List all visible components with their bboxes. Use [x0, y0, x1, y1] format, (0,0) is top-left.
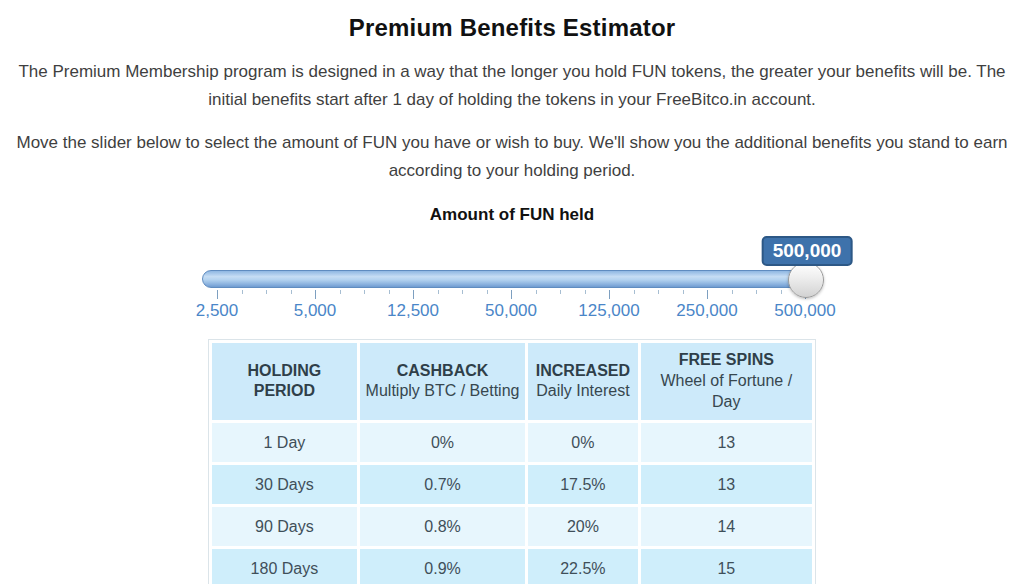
slider-minor-tick: [340, 290, 341, 294]
slider-minor-tick: [266, 290, 267, 294]
slider-major-tick: [315, 290, 316, 299]
table-cell: 0.8%: [360, 507, 525, 546]
column-subtitle: Wheel of Fortune / Day: [645, 371, 808, 413]
slider-tick-labels: 2,5005,00012,50050,000125,000250,000500,…: [202, 301, 822, 323]
table-cell: 30 Days: [212, 465, 357, 504]
slider-tick-label: 50,000: [485, 301, 537, 321]
slider-minor-tick: [242, 290, 243, 294]
slider-major-tick: [707, 290, 708, 299]
slider-track[interactable]: [202, 270, 822, 288]
column-title: CASHBACK: [397, 362, 489, 379]
slider-major-tick: [511, 290, 512, 299]
column-title: FREE SPINS: [679, 351, 774, 368]
slider-minor-tick: [658, 290, 659, 294]
intro-paragraph: The Premium Membership program is design…: [3, 58, 1021, 114]
slider-minor-tick: [389, 290, 390, 294]
fun-amount-slider: 500,000 2,5005,00012,50050,000125,000250…: [202, 233, 822, 329]
slider-handle[interactable]: [788, 262, 824, 298]
table-cell: 13: [641, 465, 812, 504]
slider-major-tick: [609, 290, 610, 299]
slider-tick-label: 2,500: [196, 301, 239, 321]
slider-tick-label: 250,000: [676, 301, 737, 321]
table-cell: 14: [641, 507, 812, 546]
slider-heading: Amount of FUN held: [0, 205, 1024, 225]
table-cell: 15: [641, 549, 812, 584]
table-row: 90 Days0.8%20%14: [212, 507, 812, 546]
slider-minor-tick: [487, 290, 488, 294]
slider-minor-tick: [364, 290, 365, 294]
slider-minor-tick: [536, 290, 537, 294]
table-cell: 180 Days: [212, 549, 357, 584]
slider-minor-tick: [291, 290, 292, 294]
slider-minor-tick: [462, 290, 463, 294]
slider-tick-label: 12,500: [387, 301, 439, 321]
slider-minor-tick: [732, 290, 733, 294]
slider-tick-label: 500,000: [774, 301, 835, 321]
slider-major-tick: [413, 290, 414, 299]
slider-minor-tick: [585, 290, 586, 294]
table-cell: 0%: [360, 423, 525, 462]
column-subtitle: Multiply BTC / Betting: [364, 381, 521, 402]
table-header-row: HOLDING PERIOD CASHBACK Multiply BTC / Be…: [212, 343, 812, 419]
table-cell: 22.5%: [528, 549, 637, 584]
benefits-table-body: 1 Day0%0%1330 Days0.7%17.5%1390 Days0.8%…: [212, 423, 812, 584]
slider-minor-tick: [781, 290, 782, 294]
table-cell: 0.9%: [360, 549, 525, 584]
table-cell: 20%: [528, 507, 637, 546]
column-title: INCREASED: [536, 362, 630, 379]
instruction-paragraph: Move the slider below to select the amou…: [3, 129, 1021, 185]
slider-minor-tick: [634, 290, 635, 294]
slider-minor-tick: [683, 290, 684, 294]
table-row: 30 Days0.7%17.5%13: [212, 465, 812, 504]
table-row: 180 Days0.9%22.5%15: [212, 549, 812, 584]
table-row: 1 Day0%0%13: [212, 423, 812, 462]
slider-tick-label: 5,000: [294, 301, 337, 321]
slider-minor-tick: [560, 290, 561, 294]
slider-value-tooltip: 500,000: [762, 236, 853, 266]
slider-tick-label: 125,000: [578, 301, 639, 321]
column-header-increased: INCREASED Daily Interest: [528, 343, 637, 419]
table-cell: 13: [641, 423, 812, 462]
slider-minor-tick: [756, 290, 757, 294]
column-subtitle: Daily Interest: [532, 381, 633, 402]
premium-benefits-page: Premium Benefits Estimator The Premium M…: [0, 0, 1024, 584]
slider-minor-tick: [438, 290, 439, 294]
column-header-free-spins: FREE SPINS Wheel of Fortune / Day: [641, 343, 812, 419]
column-title: HOLDING PERIOD: [248, 362, 322, 400]
column-header-holding-period: HOLDING PERIOD: [212, 343, 357, 419]
benefits-table: HOLDING PERIOD CASHBACK Multiply BTC / Be…: [208, 339, 816, 584]
column-header-cashback: CASHBACK Multiply BTC / Betting: [360, 343, 525, 419]
table-cell: 90 Days: [212, 507, 357, 546]
table-cell: 0%: [528, 423, 637, 462]
page-title: Premium Benefits Estimator: [0, 14, 1024, 42]
slider-major-tick: [217, 290, 218, 299]
table-cell: 17.5%: [528, 465, 637, 504]
table-cell: 0.7%: [360, 465, 525, 504]
table-cell: 1 Day: [212, 423, 357, 462]
